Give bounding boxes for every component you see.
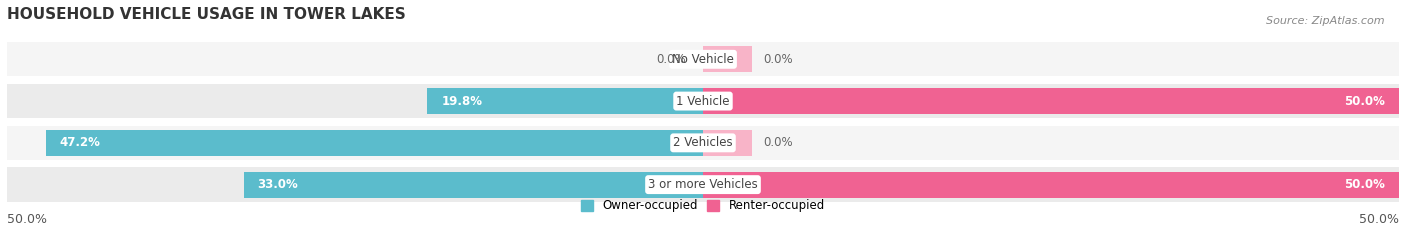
Text: 0.0%: 0.0% [657,53,686,66]
Bar [703,88,1399,114]
Legend: Owner-occupied, Renter-occupied: Owner-occupied, Renter-occupied [576,195,830,217]
Bar [7,168,1399,202]
Text: 33.0%: 33.0% [257,178,298,191]
Bar [703,130,752,156]
Text: 3 or more Vehicles: 3 or more Vehicles [648,178,758,191]
Text: 50.0%: 50.0% [7,213,46,226]
Bar [427,88,703,114]
Text: Source: ZipAtlas.com: Source: ZipAtlas.com [1267,16,1385,26]
Bar [7,42,1399,76]
Text: 50.0%: 50.0% [1344,178,1385,191]
Text: 0.0%: 0.0% [763,53,793,66]
Bar [703,46,752,72]
Bar [46,130,703,156]
Bar [7,84,1399,118]
Bar [703,172,1399,198]
Bar [243,172,703,198]
Text: 47.2%: 47.2% [60,136,101,149]
Text: 19.8%: 19.8% [441,95,482,108]
Text: 50.0%: 50.0% [1360,213,1399,226]
Text: 50.0%: 50.0% [1344,95,1385,108]
Text: No Vehicle: No Vehicle [672,53,734,66]
Text: 0.0%: 0.0% [763,136,793,149]
Text: 1 Vehicle: 1 Vehicle [676,95,730,108]
Text: 2 Vehicles: 2 Vehicles [673,136,733,149]
Bar [7,126,1399,160]
Text: HOUSEHOLD VEHICLE USAGE IN TOWER LAKES: HOUSEHOLD VEHICLE USAGE IN TOWER LAKES [7,7,406,22]
